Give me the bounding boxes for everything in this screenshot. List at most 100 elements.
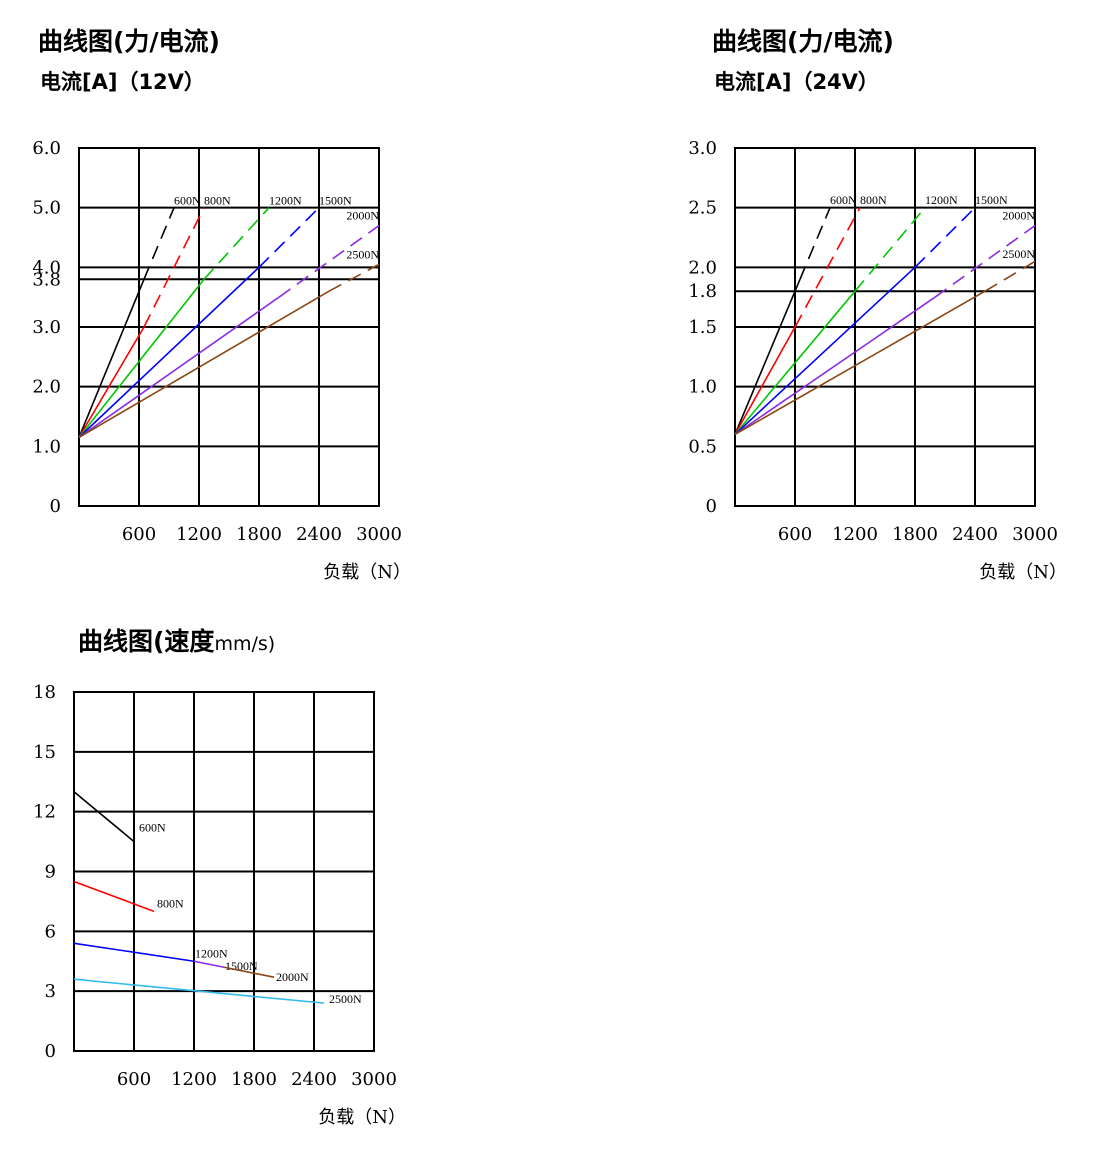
y-tick-label: 15 <box>33 742 56 763</box>
y-tick-label: 0.5 <box>688 436 717 457</box>
series-line <box>73 978 325 1004</box>
series-label: 1200N <box>195 946 228 960</box>
y-tick-label: 12 <box>33 802 56 823</box>
series-label: 2500N <box>1002 247 1035 261</box>
y-tick-label: 0 <box>50 496 61 517</box>
series-line <box>223 966 275 978</box>
y-tick-label: 3.8 <box>32 269 61 290</box>
series-label: 2000N <box>1002 209 1035 223</box>
series-line-dashed <box>258 207 320 268</box>
series-600N: 600N <box>78 194 201 438</box>
series-line-solid <box>734 290 986 436</box>
x-tick-label: 2400 <box>291 1069 337 1090</box>
x-tick-label: 600 <box>122 524 156 545</box>
series-800N: 800N <box>73 880 184 913</box>
y-tick-label: 1.0 <box>32 436 61 457</box>
y-tick-label: 2.0 <box>688 257 717 278</box>
y-tick-label: 3 <box>45 981 56 1002</box>
y-tick-label: 6 <box>45 921 56 942</box>
series-line-solid <box>78 290 330 439</box>
grid <box>73 691 375 1052</box>
series-2000N: 2000N <box>734 209 1036 436</box>
series-line-solid <box>734 290 856 435</box>
series-line <box>73 942 195 963</box>
series-label: 2500N <box>329 992 362 1006</box>
series-label: 2000N <box>346 209 379 223</box>
y-tick-label: 6.0 <box>32 138 61 159</box>
series-2500N: 2500N <box>734 247 1036 436</box>
series-line-solid <box>734 326 796 435</box>
series-label: 600N <box>139 821 166 835</box>
chart-current-24v-title: 曲线图(力/电流) <box>712 27 894 56</box>
series-1500N: 1500N <box>193 959 258 973</box>
chart-current-12v-title: 曲线图(力/电流) <box>38 27 220 56</box>
series-line-dashed <box>799 207 831 280</box>
x-axis-label: 负载（N） <box>979 562 1067 583</box>
grid <box>78 147 380 507</box>
series-label: 1500N <box>319 194 352 208</box>
series-800N: 800N <box>734 193 887 435</box>
series-label: 800N <box>157 896 184 910</box>
series-line-solid <box>78 326 145 438</box>
x-tick-label: 1800 <box>236 524 282 545</box>
series-line-dashed <box>794 207 861 328</box>
series-line-solid <box>734 278 801 435</box>
series-label: 2000N <box>276 970 309 984</box>
series-line-solid <box>734 296 936 436</box>
x-tick-label: 3000 <box>1012 524 1058 545</box>
series-600N: 600N <box>734 193 857 435</box>
series-line-solid <box>78 278 145 438</box>
chart-current-24v-subtitle: 电流[A]（24V） <box>714 70 879 94</box>
series-1200N: 1200N <box>78 194 302 438</box>
y-tick-label: 0 <box>706 496 717 517</box>
series-line-solid <box>78 278 205 438</box>
x-tick-label: 600 <box>778 524 812 545</box>
series-1500N: 1500N <box>78 194 352 438</box>
chart-speed-title-text: 曲线图(速度 <box>78 627 215 656</box>
series-line-dashed <box>328 263 380 292</box>
x-tick-label: 3000 <box>356 524 402 545</box>
x-tick-label: 1800 <box>231 1069 277 1090</box>
y-tick-label: 1.5 <box>688 317 717 338</box>
series-line <box>193 960 225 969</box>
series-800N: 800N <box>78 194 231 438</box>
series-line-dashed <box>143 207 205 328</box>
series-label: 2500N <box>346 247 379 261</box>
x-tick-label: 600 <box>117 1069 151 1090</box>
y-tick-label: 1.8 <box>688 281 717 302</box>
y-tick-label: 2.5 <box>688 198 717 219</box>
series-line <box>73 880 155 913</box>
series-line-dashed <box>854 207 926 292</box>
x-tick-label: 1200 <box>832 524 878 545</box>
series-2500N: 2500N <box>73 978 362 1006</box>
x-tick-label: 1800 <box>892 524 938 545</box>
series-label: 1500N <box>975 193 1008 207</box>
series-label: 1200N <box>925 193 958 207</box>
x-tick-label: 2400 <box>296 524 342 545</box>
chart-speed-title-unit: mm/s) <box>214 633 276 655</box>
series-line-dashed <box>143 207 175 280</box>
series-line-solid <box>78 266 260 438</box>
series-label: 1200N <box>269 194 302 208</box>
y-tick-label: 0 <box>45 1041 56 1062</box>
series-line-dashed <box>984 260 1036 292</box>
plot-frame <box>78 147 380 507</box>
y-tick-label: 18 <box>33 682 56 703</box>
y-tick-label: 5.0 <box>32 198 61 219</box>
series-2000N: 2000N <box>223 966 309 984</box>
series-line <box>73 791 135 843</box>
y-tick-label: 4.0 <box>32 257 61 278</box>
y-tick-label: 9 <box>45 862 56 883</box>
series-label: 600N <box>830 193 857 207</box>
plot-frame <box>73 691 375 1052</box>
series-line-dashed <box>203 207 270 280</box>
series-label: 800N <box>860 193 887 207</box>
y-tick-label: 3.0 <box>32 317 61 338</box>
chart-speed-title: 曲线图(速度mm/s) <box>78 622 275 658</box>
x-axis-label: 负载（N） <box>323 562 411 583</box>
y-tick-label: 2.0 <box>32 377 61 398</box>
x-tick-label: 3000 <box>351 1069 397 1090</box>
